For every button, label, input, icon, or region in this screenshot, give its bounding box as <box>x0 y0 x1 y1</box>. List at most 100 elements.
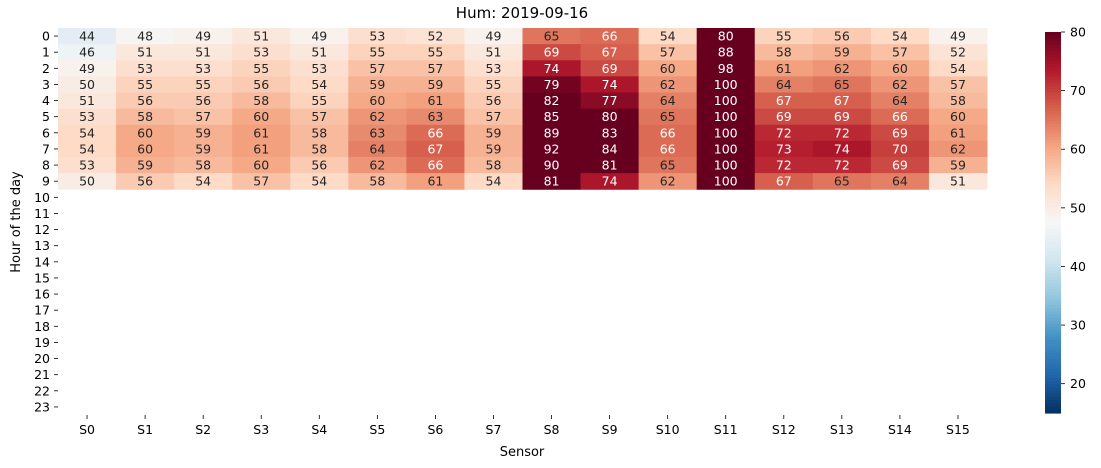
cell-value-label: 74 <box>602 77 618 92</box>
y-tick-label: 21 <box>34 367 50 382</box>
cell-value-label: 54 <box>486 174 502 189</box>
heatmap-cell <box>754 28 814 45</box>
x-tick-label: S2 <box>195 422 211 437</box>
heatmap-cell <box>464 108 523 126</box>
colorbar-segment <box>1045 149 1061 154</box>
cell-value-label: 80 <box>602 109 618 124</box>
heatmap-cell <box>522 140 582 158</box>
cell-value-label: 61 <box>427 174 443 189</box>
colorbar-segment <box>1045 397 1061 401</box>
cell-value-label: 59 <box>486 141 502 156</box>
cell-value-label: 54 <box>79 141 95 156</box>
cell-value-label: 54 <box>892 29 908 44</box>
heatmap-cell <box>928 157 988 174</box>
cell-value-label: 72 <box>834 158 850 173</box>
heatmap-cell <box>174 76 233 93</box>
cell-value-label: 72 <box>776 125 792 140</box>
colorbar-segment <box>1045 343 1061 347</box>
heatmap-cell <box>464 157 523 174</box>
cell-value-label: 56 <box>834 29 850 44</box>
heatmap-cell <box>754 173 814 190</box>
cell-value-label: 59 <box>137 158 153 173</box>
cell-value-label: 100 <box>714 125 738 140</box>
cell-value-label: 55 <box>253 61 269 76</box>
heatmap-cell <box>348 140 407 158</box>
cell-value-label: 58 <box>369 174 385 189</box>
colorbar-segment <box>1045 346 1061 351</box>
heatmap-cell <box>58 157 117 174</box>
x-tick-label: S13 <box>830 422 854 437</box>
heatmap-cell <box>580 60 640 77</box>
colorbar-segment <box>1045 324 1061 328</box>
heatmap-cell <box>58 76 117 93</box>
colorbar-segment <box>1045 117 1061 122</box>
colorbar-segment <box>1045 317 1061 322</box>
cell-value-label: 51 <box>486 45 502 60</box>
y-tick-label: 7 <box>42 141 50 156</box>
heatmap-cell <box>58 92 117 110</box>
cell-value-label: 56 <box>311 158 327 173</box>
colorbar-segment <box>1045 365 1061 370</box>
heatmap-cell <box>232 140 291 158</box>
cell-value-label: 100 <box>714 158 738 173</box>
colorbar-segment <box>1045 247 1061 252</box>
heatmap-cell <box>696 60 756 77</box>
colorbar-segment <box>1045 200 1061 205</box>
colorbar-segment <box>1045 266 1061 271</box>
heatmap-cell <box>232 157 291 174</box>
colorbar-segment <box>1045 139 1061 144</box>
colorbar-segment <box>1045 152 1061 157</box>
colorbar-segment <box>1045 178 1061 182</box>
heatmap-cell <box>232 173 291 190</box>
x-tick-label: S0 <box>79 422 95 437</box>
cell-value-label: 51 <box>311 45 327 60</box>
cell-value-label: 59 <box>950 158 966 173</box>
colorbar-segment <box>1045 38 1061 43</box>
heatmap-cell <box>464 28 523 45</box>
x-tick-label: S15 <box>946 422 970 437</box>
heatmap-cell <box>754 124 814 142</box>
cell-value-label: 50 <box>79 174 95 189</box>
colorbar-segment <box>1045 352 1061 357</box>
colorbar-segment <box>1045 101 1061 106</box>
heatmap-cells <box>58 28 988 190</box>
cell-value-label: 55 <box>195 77 211 92</box>
cell-value-label: 61 <box>253 125 269 140</box>
cell-value-label: 74 <box>834 141 850 156</box>
y-tick-label: 15 <box>34 270 50 285</box>
cell-value-label: 55 <box>427 45 443 60</box>
cell-value-label: 90 <box>544 158 560 173</box>
cell-value-label: 59 <box>834 45 850 60</box>
colorbar-tick-label: 20 <box>1070 376 1086 391</box>
colorbar-segment <box>1045 295 1061 300</box>
colorbar-segment <box>1045 254 1061 259</box>
cell-value-label: 65 <box>544 29 560 44</box>
heatmap-cell <box>812 76 872 93</box>
cell-value-label: 56 <box>195 93 211 108</box>
colorbar-segment <box>1045 70 1061 74</box>
cell-value-label: 52 <box>950 45 966 60</box>
cell-value-label: 54 <box>311 174 327 189</box>
cell-value-label: 57 <box>311 109 327 124</box>
heatmap-cell <box>870 157 930 174</box>
colorbar-segment <box>1045 336 1061 341</box>
cell-value-label: 59 <box>195 141 211 156</box>
colorbar-segment <box>1045 124 1061 128</box>
cell-value-label: 72 <box>834 125 850 140</box>
heatmap-cell <box>116 108 175 126</box>
colorbar-tick-label: 40 <box>1070 259 1086 274</box>
heatmap-cell <box>928 173 988 190</box>
heatmap-cell <box>464 76 523 93</box>
cell-value-label: 66 <box>660 141 676 156</box>
cell-value-label: 44 <box>79 29 95 44</box>
cell-value-label: 81 <box>544 174 560 189</box>
heatmap-cell <box>812 173 872 190</box>
cell-value-label: 61 <box>427 93 443 108</box>
heatmap-cell <box>290 28 349 45</box>
heatmap-cell <box>928 76 988 93</box>
heatmap-cell <box>754 44 814 61</box>
colorbar-segment <box>1045 374 1061 379</box>
cell-value-label: 58 <box>776 45 792 60</box>
colorbar-tick-label: 70 <box>1070 83 1086 98</box>
colorbar-segment <box>1045 193 1061 198</box>
